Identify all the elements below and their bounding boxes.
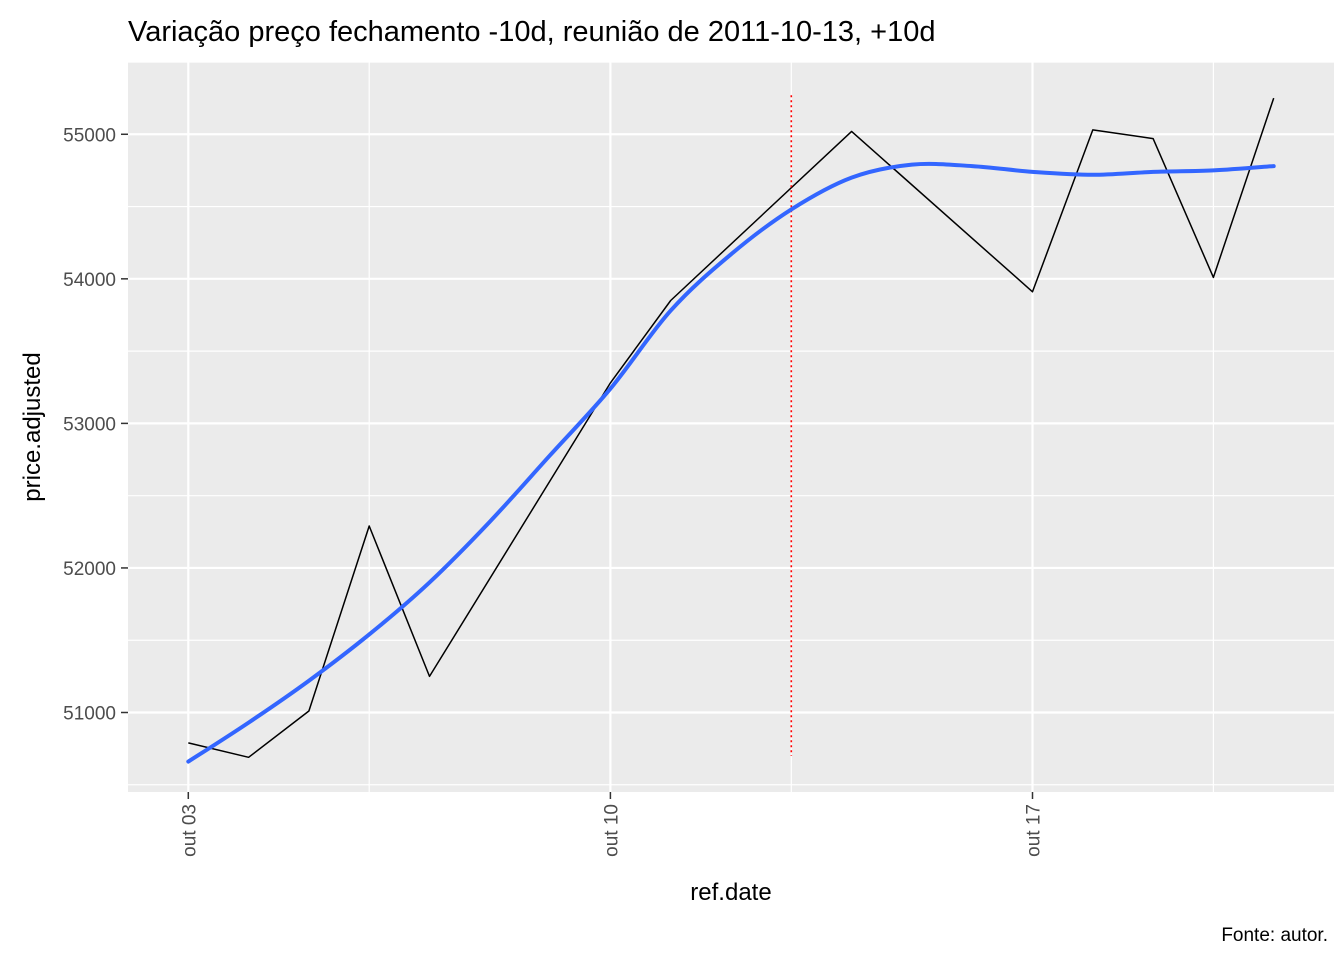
minor-gridlines	[128, 61, 1334, 792]
x-tick-label: out 03	[179, 804, 200, 857]
y-tick-label: 51000	[63, 703, 116, 724]
caption: Fonte: autor.	[1221, 925, 1328, 946]
y-tick-label: 53000	[63, 414, 116, 435]
plot-panel	[128, 62, 1334, 792]
x-tick-label: out 10	[601, 804, 622, 857]
major-gridlines	[128, 62, 1334, 792]
y-axis-title: price.adjusted	[19, 352, 46, 501]
price-series-line	[188, 97, 1275, 759]
y-axis: 51000 52000 53000 54000 55000	[63, 125, 128, 724]
series-layer	[188, 97, 1275, 759]
x-tick-label: out 17	[1024, 804, 1045, 857]
x-axis-title: ref.date	[690, 879, 771, 906]
x-axis: out 03 out 10 out 17	[179, 792, 1045, 857]
y-tick-label: 55000	[63, 125, 116, 146]
y-tick-label: 52000	[63, 559, 116, 580]
smooth-trend-line	[186, 161, 1276, 764]
y-tick-label: 54000	[63, 270, 116, 291]
chart-title: Variação preço fechamento -10d, reunião …	[128, 16, 935, 48]
